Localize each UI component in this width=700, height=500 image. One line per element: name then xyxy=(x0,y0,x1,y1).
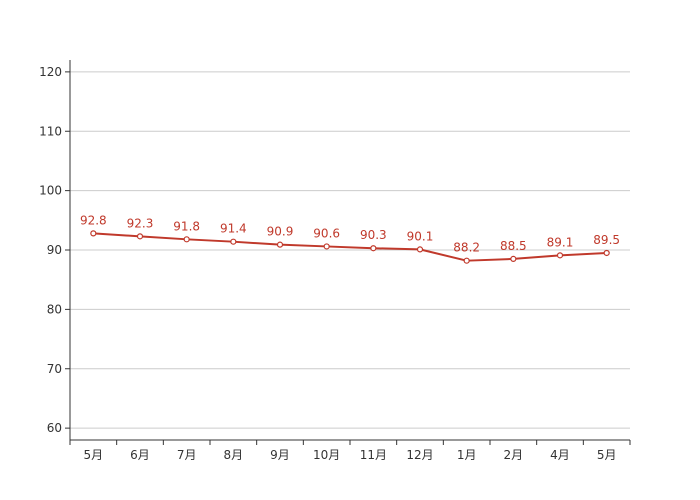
data-label: 90.3 xyxy=(360,228,387,242)
x-tick-label: 2月 xyxy=(504,448,524,462)
x-tick-label: 12月 xyxy=(406,448,433,462)
x-tick-label: 7月 xyxy=(177,448,197,462)
data-point xyxy=(603,249,610,257)
x-tick-label: 6月 xyxy=(130,448,150,462)
data-point xyxy=(230,238,237,245)
x-tick-label: 5月 xyxy=(597,448,617,462)
series-line xyxy=(93,232,607,262)
data-point xyxy=(136,233,144,240)
data-point xyxy=(510,255,517,263)
data-label: 88.5 xyxy=(500,239,527,253)
data-label: 89.5 xyxy=(593,233,620,247)
data-point xyxy=(556,252,564,259)
y-tick-label: 80 xyxy=(47,302,62,316)
x-tick-label: 10月 xyxy=(313,448,340,462)
data-label: 88.2 xyxy=(453,241,480,255)
x-tick-label: 4月 xyxy=(550,448,570,462)
data-label: 92.3 xyxy=(127,216,154,230)
x-tick-label: 9月 xyxy=(270,448,290,462)
data-label: 92.8 xyxy=(80,213,107,227)
y-tick-label: 90 xyxy=(47,243,62,257)
x-tick-label: 1月 xyxy=(457,448,477,462)
data-label: 91.8 xyxy=(173,219,200,233)
data-point xyxy=(276,241,284,248)
grid-lines xyxy=(70,71,630,429)
series-group xyxy=(90,230,610,264)
data-point xyxy=(323,243,330,250)
x-tick-label: 5月 xyxy=(84,448,104,462)
data-label: 90.9 xyxy=(267,225,294,239)
data-label: 91.4 xyxy=(220,222,247,236)
y-tick-label: 110 xyxy=(39,124,62,138)
y-tick-label: 60 xyxy=(47,421,62,435)
data-label: 90.1 xyxy=(407,229,434,243)
axes: 60 70 80 90 100 110 120 5月 6月 7月 8月 9月 10月 11月 12月 1月 2月… xyxy=(39,60,631,462)
data-point xyxy=(463,257,470,264)
data-point xyxy=(183,236,190,243)
y-tick-label: 100 xyxy=(39,184,62,198)
data-point xyxy=(370,245,377,252)
y-tick-label: 70 xyxy=(47,362,62,376)
data-label: 90.6 xyxy=(313,226,340,240)
data-label: 89.1 xyxy=(547,235,574,249)
data-point xyxy=(90,230,97,237)
data-labels: 92.8 92.3 91.8 91.4 90.9 90.6 90.3 90.1 88.2 88.5… xyxy=(80,213,620,254)
x-tick-label: 11月 xyxy=(360,448,387,462)
data-point xyxy=(416,246,424,253)
y-tick-label: 120 xyxy=(39,65,62,79)
x-tick-label: 8月 xyxy=(224,448,244,462)
